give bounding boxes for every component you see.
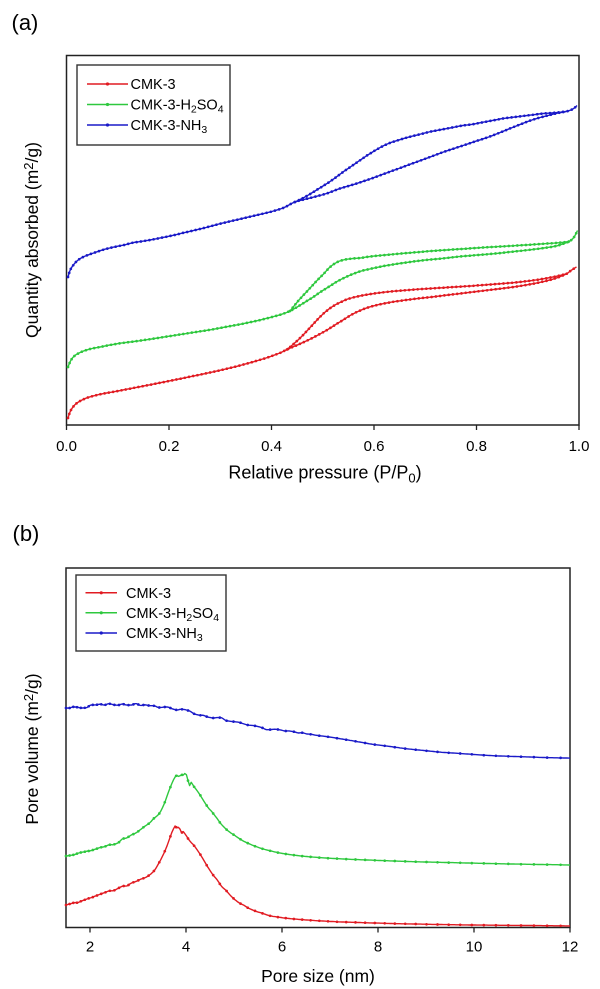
svg-text:(b): (b) xyxy=(13,521,40,546)
svg-text:Pore size (nm): Pore size (nm) xyxy=(261,966,375,986)
svg-text:0.0: 0.0 xyxy=(56,438,77,455)
svg-text:10: 10 xyxy=(466,939,483,956)
svg-text:CMK-3-H2SO4: CMK-3-H2SO4 xyxy=(131,98,224,116)
svg-text:8: 8 xyxy=(374,939,382,956)
svg-text:Pore volume (m2/g): Pore volume (m2/g) xyxy=(21,673,42,824)
svg-text:(a): (a) xyxy=(12,10,39,35)
svg-text:CMK-3-NH3: CMK-3-NH3 xyxy=(126,626,203,644)
svg-text:CMK-3-H2SO4: CMK-3-H2SO4 xyxy=(126,606,219,624)
svg-text:0.8: 0.8 xyxy=(466,438,487,455)
svg-text:0.2: 0.2 xyxy=(159,438,180,455)
svg-text:0.4: 0.4 xyxy=(261,438,282,455)
svg-text:12: 12 xyxy=(562,939,579,956)
svg-text:CMK-3: CMK-3 xyxy=(126,586,171,602)
svg-text:2: 2 xyxy=(86,939,94,956)
svg-text:1.0: 1.0 xyxy=(569,438,590,455)
svg-text:CMK-3: CMK-3 xyxy=(131,77,176,93)
svg-text:4: 4 xyxy=(182,939,190,956)
svg-text:Quantity absorbed (m2/g): Quantity absorbed (m2/g) xyxy=(21,142,42,338)
svg-text:6: 6 xyxy=(278,939,286,956)
svg-text:0.6: 0.6 xyxy=(364,438,385,455)
svg-text:CMK-3-NH3: CMK-3-NH3 xyxy=(131,118,208,136)
svg-text:Relative pressure (P/P0): Relative pressure (P/P0) xyxy=(228,463,421,486)
